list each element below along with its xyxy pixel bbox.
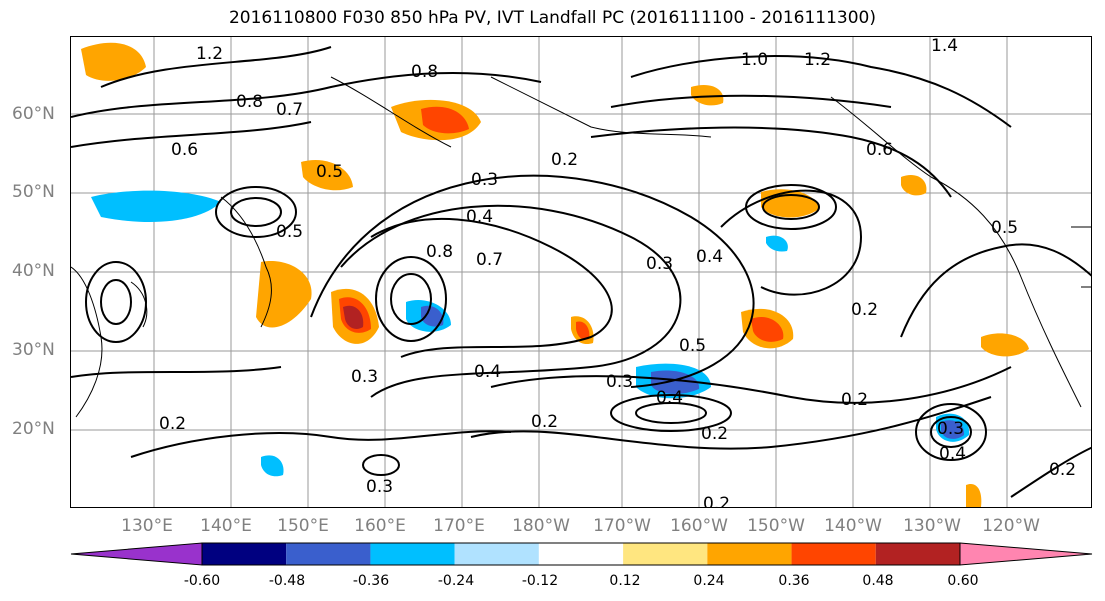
contours [71,46,1091,498]
contour-label: 0.6 [171,140,198,160]
colorbar-tick: 0.36 [778,573,810,589]
lon-label-160w: 160°W [670,516,728,536]
contour-label: 0.2 [551,150,578,170]
colorbar-boxes [70,542,1093,566]
contour-label: 0.3 [471,170,498,190]
lat-label-60n: 60°N [12,104,55,124]
colorbar-tick: 0.60 [947,573,979,589]
colorbar-tick: 0.12 [609,573,641,589]
contour-label: 0.7 [276,100,303,120]
lat-label-40n: 40°N [12,261,55,281]
coastlines [71,76,1091,418]
contour-label: 0.4 [466,207,493,227]
lon-label-140e: 140°E [200,516,252,536]
contour-label: 0.2 [531,412,558,432]
contour-label: 0.2 [701,424,728,444]
colorbar-segment [370,543,455,565]
colorbar-tick: -0.60 [183,573,221,589]
colorbar-tick: -0.48 [268,573,306,589]
lon-label-120w: 120°W [982,516,1040,536]
contour-label: 1.2 [804,50,831,70]
lon-label-130w: 130°W [903,516,961,536]
lon-label-150w: 150°W [747,516,805,536]
lon-label-130e: 130°E [121,516,173,536]
contour-label: 0.3 [937,419,964,439]
contour-label: 1.4 [931,37,958,56]
contour-label: 0.8 [426,242,453,262]
contour-label: 0.8 [411,62,438,82]
contour-label: 0.3 [646,254,673,274]
colorbar-outline [201,542,961,566]
contour-label: 1.0 [741,50,768,70]
colorbar-segment [791,543,876,565]
pv-ivt-map: 1.2 0.8 0.7 0.6 0.5 0.5 1.0 1.2 1.4 0.8 … [71,37,1091,508]
contour-label: 0.6 [866,140,893,160]
contour-label: 0.3 [366,477,393,497]
contour-label: 0.5 [276,222,303,242]
contour-label: 1.2 [196,44,223,64]
contour-label: 0.5 [679,336,706,356]
colorbar-extend-max [959,542,1093,566]
lat-label-20n: 20°N [12,419,55,439]
contour-label: 0.3 [351,367,378,387]
map-title: 2016110800 F030 850 hPa PV, IVT Landfall… [228,8,876,28]
colorbar-extend-min [70,542,203,566]
graticule [71,37,1091,507]
colorbar-tick: -0.36 [352,573,390,589]
contour-label: 0.2 [703,494,730,508]
lon-label-170w: 170°W [593,516,651,536]
contour-label: 0.4 [656,388,683,408]
lat-label-50n: 50°N [12,182,55,202]
contour-label: 0.4 [696,247,723,267]
contour-label: 0.4 [939,444,966,464]
colorbar-segment [286,543,371,565]
lon-label-180w: 180°W [512,516,570,536]
colorbar-tick: -0.12 [521,573,559,589]
lon-label-150e: 150°E [277,516,329,536]
colorbar [70,542,1093,566]
colorbar-tick: 0.24 [693,573,725,589]
map-panel: 1.2 0.8 0.7 0.6 0.5 0.5 1.0 1.2 1.4 0.8 … [70,36,1092,508]
contour-label: 0.2 [159,414,186,434]
lon-label-140w: 140°W [824,516,882,536]
colorbar-segment [875,543,960,565]
contour-label: 0.4 [474,362,501,382]
lon-label-160e: 160°E [354,516,406,536]
contour-label: 0.5 [991,218,1018,238]
colorbar-segment [454,543,539,565]
contour-labels: 1.2 0.8 0.7 0.6 0.5 0.5 1.0 1.2 1.4 0.8 … [159,37,1076,508]
colorbar-tick: -0.24 [437,573,475,589]
colorbar-segment [623,543,708,565]
contour-label: 0.5 [316,162,343,182]
contour-label: 0.8 [236,92,263,112]
contour-label: 0.2 [851,300,878,320]
colorbar-tick: 0.48 [862,573,894,589]
contour-label: 0.2 [1049,460,1076,480]
colorbar-segment [707,543,792,565]
lat-label-30n: 30°N [12,340,55,360]
lon-label-170e: 170°E [433,516,485,536]
contour-label: 0.3 [606,372,633,392]
contour-label: 0.2 [841,390,868,410]
colorbar-segment [538,543,624,565]
colorbar-segment [202,543,287,565]
contour-label: 0.7 [476,250,503,270]
